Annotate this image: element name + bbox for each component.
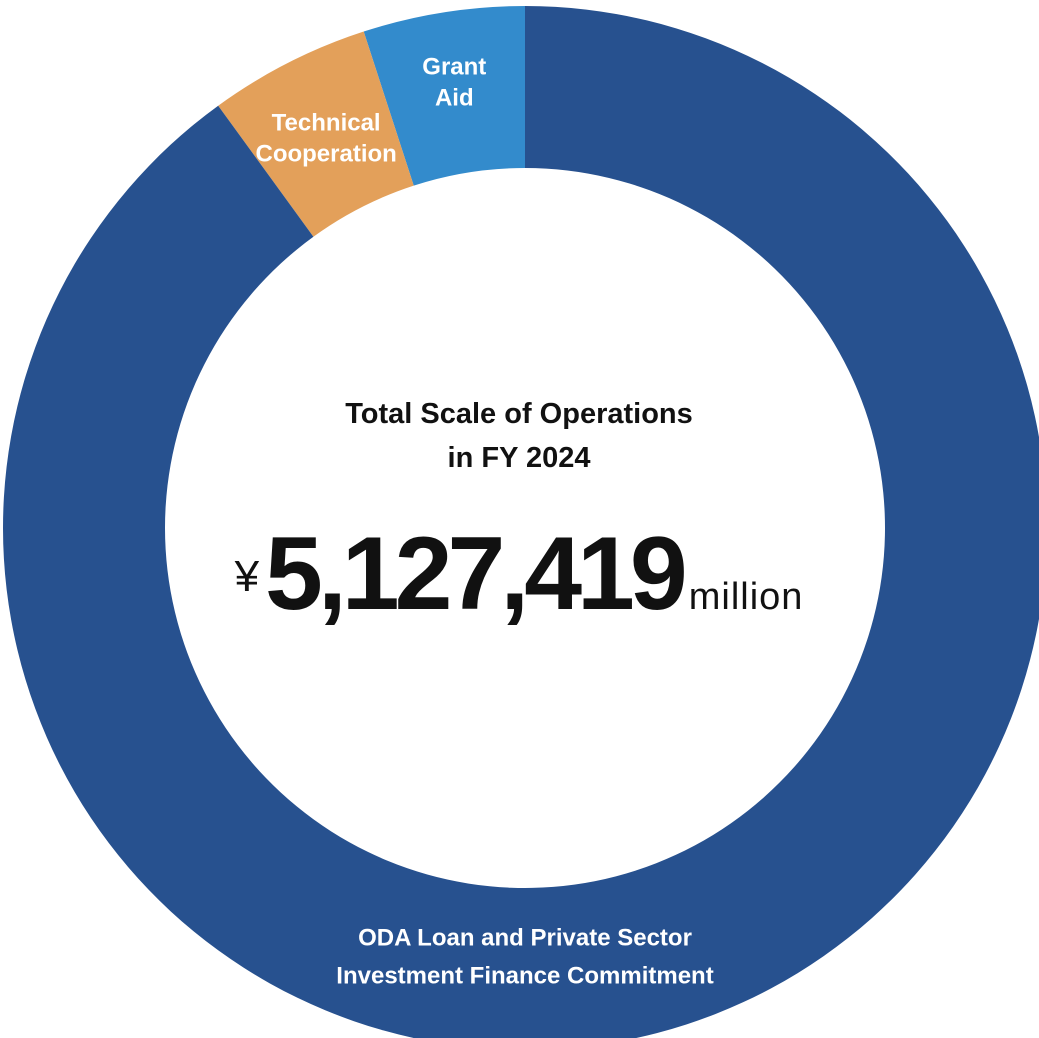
slice-label-oda-loan: ODA Loan and Private Sector Investment Fi… [336, 924, 713, 989]
slice-label-line: ODA Loan and Private Sector [358, 924, 692, 951]
slice-label-line: Grant [422, 53, 486, 80]
total-value: 5,127,419 [265, 516, 688, 632]
slice-technical-cooperation [218, 31, 414, 237]
currency-symbol: ¥ [234, 552, 260, 601]
slice-labels: Grant Aid Technical Cooperation ODA Loan and… [255, 53, 713, 989]
slices-layer [2, 6, 1039, 1038]
slice-label-line: Aid [435, 84, 474, 111]
slice-label-line: Cooperation [255, 141, 396, 168]
chart-title-line-1: Total Scale of Operations [345, 398, 693, 430]
slice-label-technical-cooperation: Technical Cooperation [255, 110, 396, 168]
chart-title-line-2: in FY 2024 [447, 442, 591, 474]
slice-oda-loan [2, 6, 1039, 1038]
slice-label-line: Technical [272, 110, 381, 137]
chart-title: Total Scale of Operations in FY 2024 [219, 392, 819, 480]
slice-label-grant-aid: Grant Aid [422, 53, 486, 111]
total-amount: ¥5,127,419 million [169, 515, 869, 634]
total-unit: million [688, 576, 804, 618]
slice-label-line: Investment Finance Commitment [336, 962, 713, 989]
slice-grant-aid [363, 6, 525, 186]
